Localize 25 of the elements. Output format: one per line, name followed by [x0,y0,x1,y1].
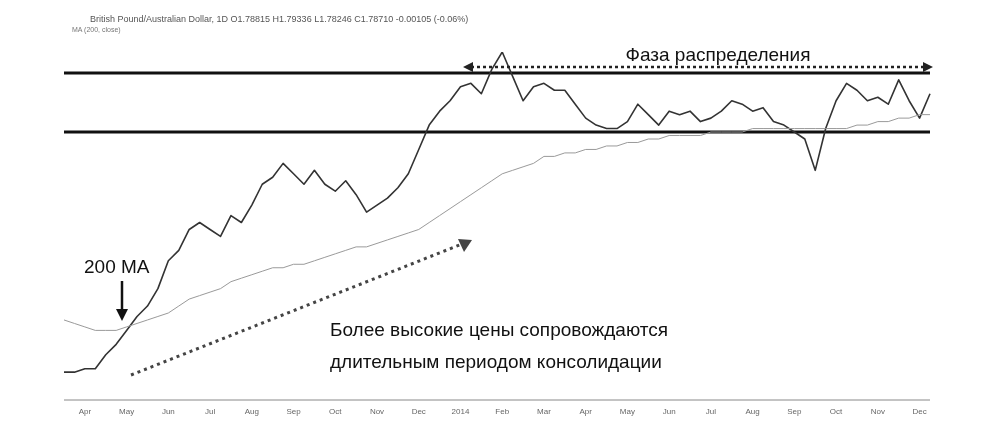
x-tick-label: Dec [411,406,426,416]
x-tick-label: Jul [204,406,216,416]
annotation: 200 MA [84,256,150,278]
x-tick-label: Aug [745,406,760,416]
x-tick-label: May [619,406,635,416]
x-tick-label: May [119,406,135,416]
x-tick-label: Oct [329,406,343,416]
x-tick-label: Dec [912,406,927,416]
x-tick-label: Aug [244,406,259,416]
x-tick-label: Sep [286,406,302,416]
x-tick-label: Jul [705,406,717,416]
annotation: Фаза распределения [624,44,812,66]
x-tick-label: Jun [161,406,175,416]
x-tick-label: Apr [78,406,92,416]
x-tick-label: Apr [579,406,593,416]
x-tick-label: Nov [369,406,385,416]
x-tick-label: 2014 [451,406,470,416]
chart-title: British Pound/Australian Dollar, 1D O1.78815 H1.79336 L1.78246 C1.78710 -0.00105 (-0.06%) [90,14,469,24]
x-tick-label: Sep [787,406,803,416]
x-tick-label: Mar [537,406,552,416]
x-tick-label: Nov [870,406,885,416]
annotation: Более высокие цены сопровождаются длительным периодом консолидации [330,318,669,374]
x-tick-label: Oct [829,406,844,416]
x-tick-label: Feb [495,406,510,416]
x-tick-label: Jun [662,406,676,416]
